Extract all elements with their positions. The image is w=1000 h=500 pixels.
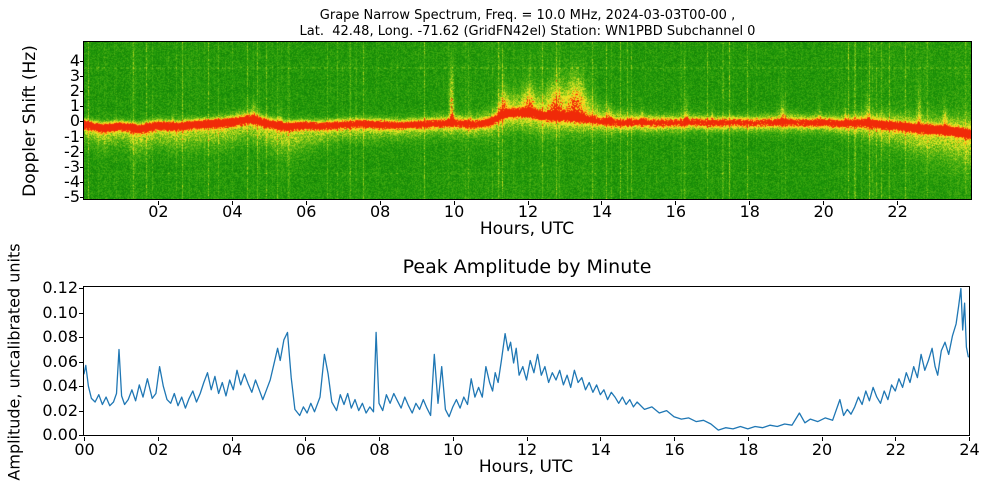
tick-mark — [675, 201, 677, 205]
amp-xtick-label: 08 — [369, 440, 390, 459]
figure-title-line1: Grape Narrow Spectrum, Freq. = 10.0 MHz,… — [319, 8, 736, 23]
tick-mark — [79, 106, 83, 108]
tick-mark — [749, 201, 751, 205]
amplitude-plot-area — [83, 286, 970, 436]
tick-mark — [897, 201, 899, 205]
tick-mark — [821, 437, 823, 441]
amplitude-x-axis-label: Hours, UTC — [478, 457, 574, 477]
tick-mark — [674, 437, 675, 441]
spec-ytick-label: -4 — [64, 171, 80, 191]
amp-ytick-label: 0.10 — [42, 302, 78, 322]
spec-xtick-label: 18 — [739, 202, 760, 221]
tick-mark — [79, 181, 83, 183]
tick-mark — [527, 201, 529, 205]
tick-mark — [895, 437, 897, 441]
amp-xtick-label: 06 — [295, 440, 316, 459]
tick-mark — [823, 201, 825, 205]
figure-title-line2: Lat. 42.48, Long. -71.62 (GridFN42el) St… — [299, 24, 756, 39]
amp-xtick-label: 04 — [221, 440, 243, 459]
amp-xtick-label: 22 — [885, 440, 906, 459]
amp-ytick-label: 0.00 — [42, 425, 78, 444]
spec-ytick-label: -5 — [64, 186, 80, 206]
tick-mark — [305, 201, 307, 205]
tick-mark — [231, 201, 233, 205]
tick-mark — [452, 437, 454, 441]
amp-ytick-label: 0.08 — [42, 327, 78, 347]
tick-mark — [79, 151, 83, 153]
spec-xtick-label: 12 — [517, 202, 539, 221]
spec-xtick-label: 20 — [813, 202, 834, 221]
tick-mark — [79, 91, 83, 93]
tick-mark — [379, 201, 381, 205]
tick-mark — [231, 437, 233, 441]
tick-mark — [157, 437, 159, 441]
tick-mark — [379, 437, 380, 441]
tick-mark — [526, 437, 528, 441]
tick-mark — [79, 166, 83, 168]
spec-xtick-label: 02 — [148, 202, 169, 221]
tick-mark — [79, 312, 83, 314]
amp-ytick-label: 0.02 — [42, 400, 78, 420]
amp-xtick-label: 00 — [74, 440, 95, 459]
spec-ytick-label: -2 — [64, 141, 80, 161]
spec-ytick-label: 2 — [69, 81, 80, 101]
spec-xtick-label: 16 — [665, 202, 686, 221]
spectrogram-y-axis-label: Doppler Shift (Hz) — [20, 45, 40, 197]
tick-mark — [79, 76, 83, 78]
tick-mark — [79, 410, 83, 412]
tick-mark — [84, 437, 85, 441]
amplitude-y-axis-label: Amplitude, uncalibrated units — [4, 243, 24, 481]
spec-ytick-label: 1 — [69, 96, 80, 116]
tick-mark — [79, 288, 83, 290]
spec-ytick-label: 4 — [69, 51, 80, 71]
spec-xtick-label: 04 — [222, 202, 243, 221]
spec-xtick-label: 06 — [296, 202, 317, 221]
spectrogram-heatmap — [84, 42, 971, 199]
amp-xtick-label: 20 — [811, 440, 833, 459]
spectrogram-plot-area — [83, 41, 972, 200]
tick-mark — [79, 386, 83, 388]
amp-xtick-label: 14 — [590, 440, 611, 459]
amp-xtick-label: 16 — [664, 440, 685, 459]
spec-ytick-label: 0 — [69, 111, 80, 131]
tick-mark — [601, 201, 603, 205]
tick-mark — [79, 61, 83, 63]
spec-xtick-label: 08 — [369, 202, 391, 221]
amp-ytick-label: 0.12 — [42, 278, 78, 298]
amp-ytick-label: 0.06 — [42, 351, 78, 371]
tick-mark — [79, 196, 83, 198]
spectrogram-x-axis-label: Hours, UTC — [479, 219, 575, 239]
tick-mark — [305, 437, 307, 441]
spec-ytick-label: 3 — [69, 66, 80, 86]
tick-mark — [79, 361, 83, 363]
tick-mark — [79, 435, 83, 436]
tick-mark — [747, 437, 749, 441]
amplitude-line-chart — [84, 287, 969, 431]
amp-xtick-label: 02 — [148, 440, 169, 459]
tick-mark — [79, 121, 83, 123]
tick-mark — [157, 201, 159, 205]
tick-mark — [79, 337, 83, 339]
amp-xtick-label: 10 — [443, 440, 464, 459]
tick-mark — [600, 437, 602, 441]
amplitude-series — [84, 287, 969, 431]
amplitude-title: Peak Amplitude by Minute — [402, 256, 652, 278]
tick-mark — [79, 136, 83, 138]
spec-ytick-label: -1 — [64, 126, 80, 146]
tick-mark — [453, 201, 455, 205]
amp-xtick-label: 24 — [959, 440, 980, 459]
spec-ytick-label: -3 — [64, 156, 80, 176]
amp-xtick-label: 18 — [738, 440, 759, 459]
spec-xtick-label: 10 — [443, 202, 465, 221]
spec-xtick-label: 22 — [887, 202, 908, 221]
spec-xtick-label: 14 — [591, 202, 613, 221]
amp-xtick-label: 12 — [516, 440, 538, 459]
amp-ytick-label: 0.04 — [42, 376, 78, 396]
tick-mark — [969, 437, 970, 441]
